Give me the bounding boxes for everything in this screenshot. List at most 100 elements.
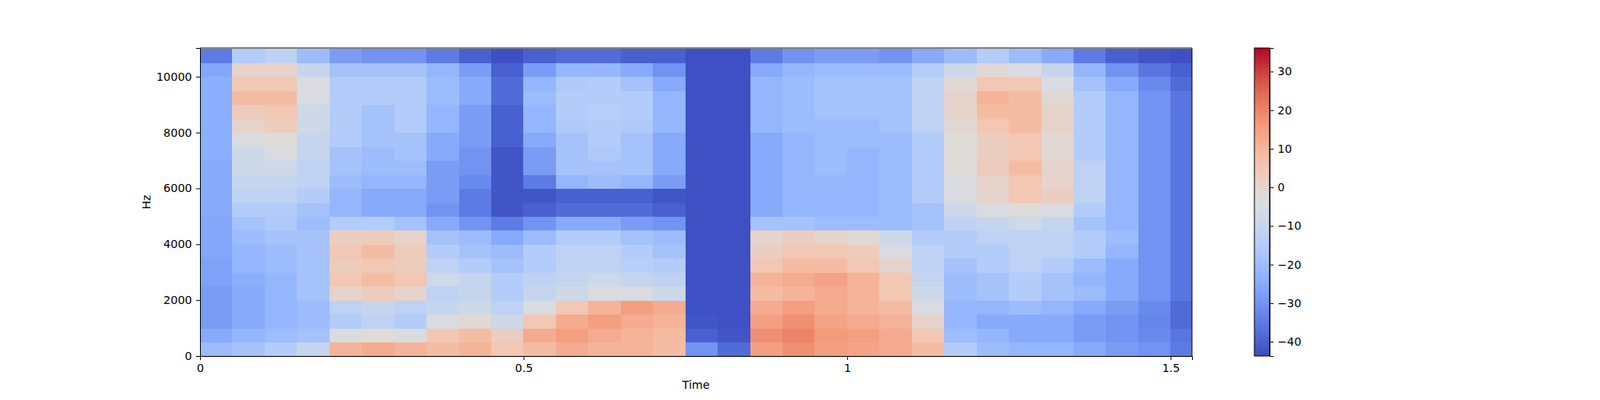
tick-mark [523, 356, 524, 360]
cell [556, 132, 589, 148]
cell [1138, 90, 1172, 105]
cell [814, 160, 848, 176]
cell [1170, 160, 1192, 176]
cell [361, 258, 395, 273]
cell [264, 272, 298, 287]
cell [1008, 258, 1042, 273]
cell [394, 272, 428, 287]
cell [1073, 132, 1107, 148]
tick-mark [1269, 71, 1274, 72]
cell [1170, 286, 1192, 301]
cell [944, 216, 977, 231]
cell [879, 76, 912, 92]
cell [556, 188, 589, 203]
tick: −30 [1269, 296, 1302, 310]
cell [200, 118, 233, 133]
cell [426, 90, 460, 105]
cell [200, 328, 233, 343]
cell [296, 118, 330, 133]
cell [264, 146, 298, 161]
y-axis-title: Hz [140, 195, 153, 210]
cell [912, 104, 945, 120]
cell [717, 244, 751, 259]
cell [717, 286, 751, 301]
cell [976, 202, 1010, 217]
cell [1138, 342, 1172, 356]
cell [620, 342, 654, 356]
cell [912, 76, 945, 92]
cell [1105, 342, 1139, 356]
cell [296, 202, 330, 217]
cell [200, 160, 233, 176]
cell [814, 174, 848, 189]
cell [1138, 300, 1172, 315]
cell [782, 132, 816, 148]
tick-mark [1269, 303, 1274, 304]
cell [1041, 216, 1075, 231]
cell [264, 90, 298, 105]
cell [814, 132, 848, 148]
cell [912, 174, 945, 189]
cell [847, 286, 880, 301]
cell [523, 314, 556, 329]
cell [1008, 90, 1042, 105]
cell [491, 90, 524, 105]
cell [944, 230, 977, 245]
cell [652, 48, 686, 64]
cell [944, 300, 977, 315]
cell [264, 188, 298, 203]
cell [1041, 118, 1075, 133]
cell [588, 286, 621, 301]
spine [200, 48, 1192, 49]
tick-label: 0 [196, 361, 204, 375]
cell [361, 76, 395, 92]
cell [1105, 104, 1139, 120]
cell [426, 76, 460, 92]
cell [620, 202, 654, 217]
cell [232, 216, 265, 231]
cell [944, 258, 977, 273]
cell [264, 76, 298, 92]
cell [588, 314, 621, 329]
cell [782, 90, 816, 105]
cell [329, 286, 363, 301]
cell [944, 188, 977, 203]
cell [361, 202, 395, 217]
tick-mark [196, 188, 200, 189]
cell [782, 188, 816, 203]
cell [717, 188, 751, 203]
cell [912, 300, 945, 315]
cell [491, 104, 524, 120]
cell [782, 286, 816, 301]
cell [329, 202, 363, 217]
cell [976, 342, 1010, 356]
cell [976, 62, 1010, 77]
cell [879, 90, 912, 105]
cell [588, 188, 621, 203]
cell [426, 286, 460, 301]
cell [652, 174, 686, 189]
cell [782, 244, 816, 259]
cell [394, 202, 428, 217]
cell [750, 62, 784, 77]
cell [426, 342, 460, 356]
cell [1170, 314, 1192, 329]
cell [232, 76, 265, 92]
cell [556, 300, 589, 315]
cell [1138, 272, 1172, 287]
tick: 0 [1269, 180, 1285, 194]
cell [523, 342, 556, 356]
cell [814, 202, 848, 217]
cell [1008, 76, 1042, 92]
cell [620, 300, 654, 315]
cell [491, 188, 524, 203]
tick-label: 10 [1277, 142, 1292, 156]
cell [847, 118, 880, 133]
cell [264, 216, 298, 231]
cell [329, 328, 363, 343]
tick-mark [196, 76, 200, 78]
cell [944, 272, 977, 287]
cell [976, 272, 1010, 287]
cell [459, 300, 492, 315]
cell [296, 328, 330, 343]
